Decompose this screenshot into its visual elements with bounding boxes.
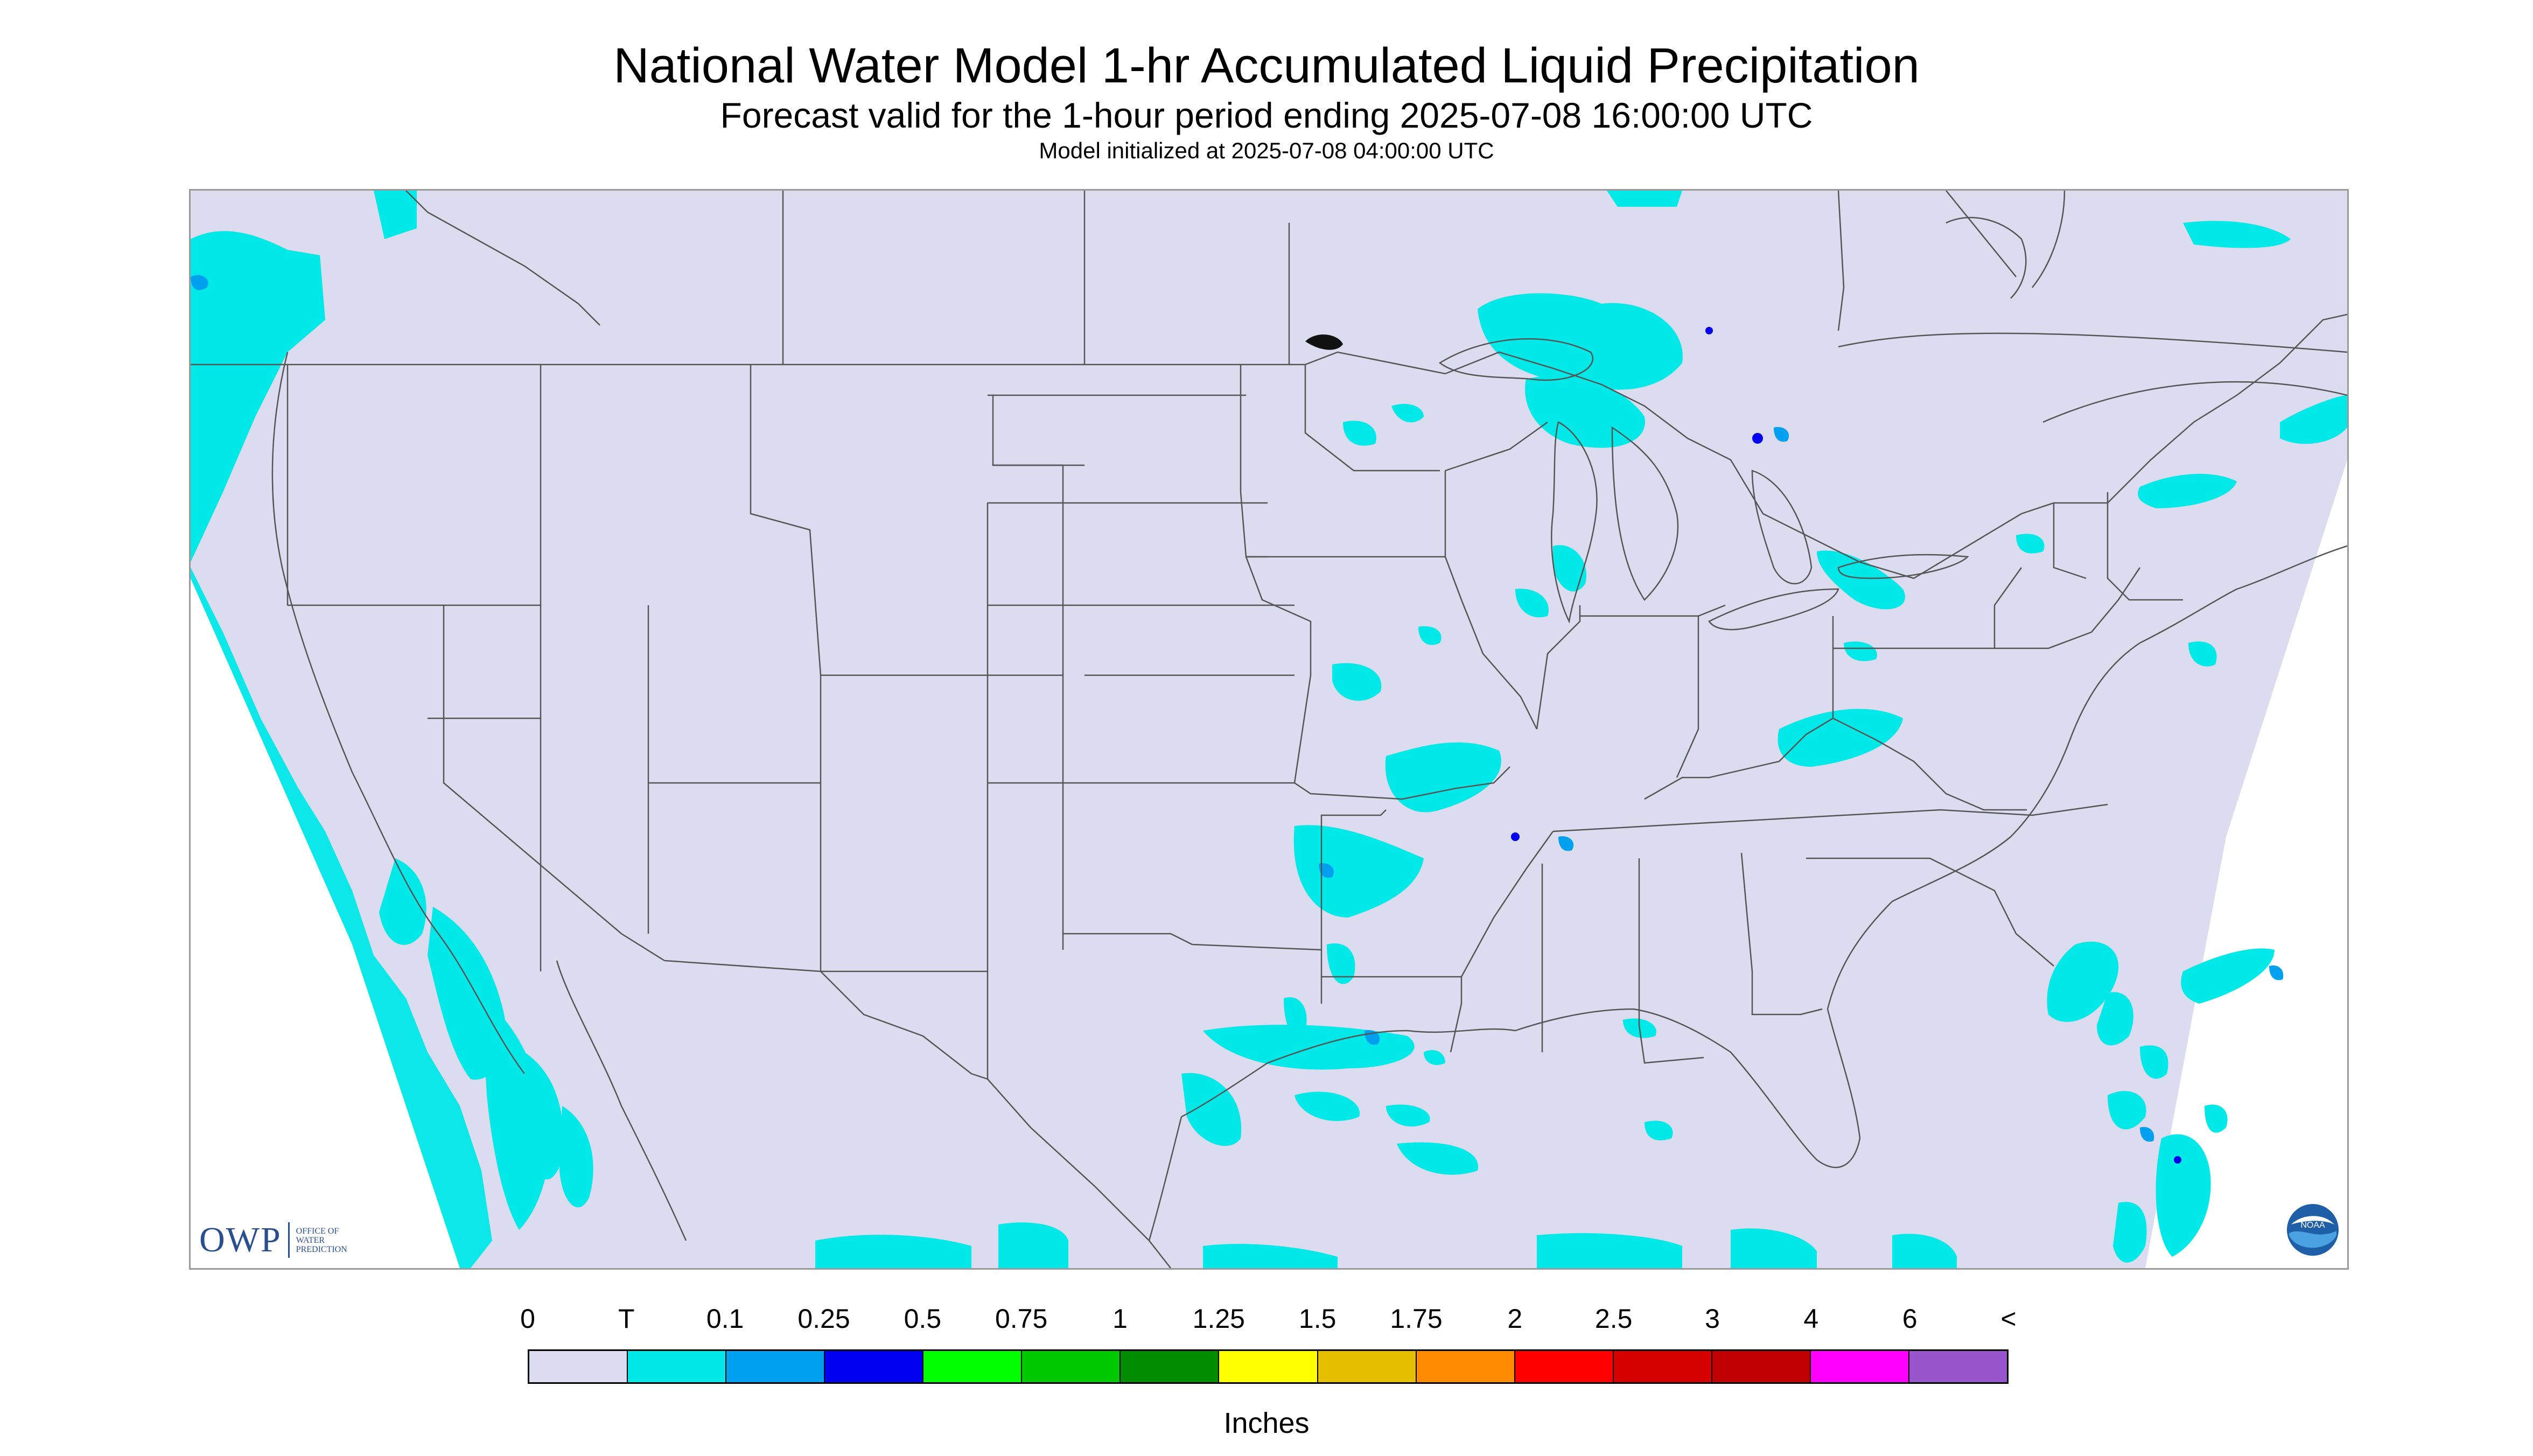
owp-logo-line: PREDICTION [296,1244,347,1254]
owp-logo: OWP OFFICE OF WATER PREDICTION [199,1220,347,1259]
legend-label: T [618,1304,635,1334]
legend-label: < [2000,1304,2017,1334]
legend-swatch [726,1351,825,1382]
heavier-precip-cores [191,275,2284,1142]
legend-swatch [1318,1351,1417,1382]
legend-swatch [1416,1351,1515,1382]
model-init-time: Model initialized at 2025-07-08 04:00:00… [1039,138,1494,163]
legend-label: 4 [1803,1304,1819,1334]
legend-swatch [1121,1351,1220,1382]
political-boundaries [191,191,2347,1268]
legend-label: 0.5 [904,1304,942,1334]
intense-precip-cores [1511,327,2181,1164]
legend-label: 0.75 [995,1304,1048,1334]
legend-swatch [1219,1351,1318,1382]
legend-swatch [1810,1351,1909,1382]
legend-swatch [1515,1351,1614,1382]
legend-swatch [1613,1351,1712,1382]
owp-logo-line: WATER [296,1235,325,1245]
legend-label: 1.25 [1192,1304,1245,1334]
noaa-logo: NOAA [2287,1204,2339,1256]
legend-swatch [1712,1351,1811,1382]
legend-swatch [923,1351,1023,1382]
owp-logo-text: OFFICE OF WATER PREDICTION [296,1227,347,1254]
precipitation-map[interactable] [189,189,2349,1270]
legend-swatch [628,1351,727,1382]
legend-label: 1.75 [1390,1304,1443,1334]
legend-label: 6 [1902,1304,1918,1334]
map-canvas [191,191,2347,1268]
legend-swatch [1022,1351,1121,1382]
legend-units: Inches [1223,1407,1310,1439]
legend-label: 1.5 [1298,1304,1337,1334]
noaa-logo-text: NOAA [2300,1221,2325,1230]
owp-logo-divider [288,1222,290,1258]
legend-label: 2.5 [1594,1304,1633,1334]
legend-label: 2 [1507,1304,1523,1334]
precip-areas [191,191,2347,1268]
legend-color-bar [528,1349,2009,1384]
legend-swatch [1909,1351,2007,1382]
owp-logo-line: OFFICE OF [296,1226,339,1236]
map-subtitle: Forecast valid for the 1-hour period end… [720,95,1813,135]
lake-of-the-woods [1305,334,1343,350]
legend-swatch [825,1351,924,1382]
legend-labels: 0 T 0.1 0.25 0.5 0.75 1 1.25 1.5 1.75 2 2.5 3 4 6 < [0,1303,2533,1341]
legend-label: 3 [1705,1304,1720,1334]
owp-logo-letters: OWP [199,1220,282,1259]
legend-label: 0 [520,1304,535,1334]
legend-label: 0.25 [797,1304,850,1334]
map-title: National Water Model 1-hr Accumulated Li… [613,38,1920,93]
legend-swatch [529,1351,628,1382]
legend-label: 0.1 [706,1304,744,1334]
legend-label: 1 [1112,1304,1128,1334]
model-domain [191,191,2347,1268]
